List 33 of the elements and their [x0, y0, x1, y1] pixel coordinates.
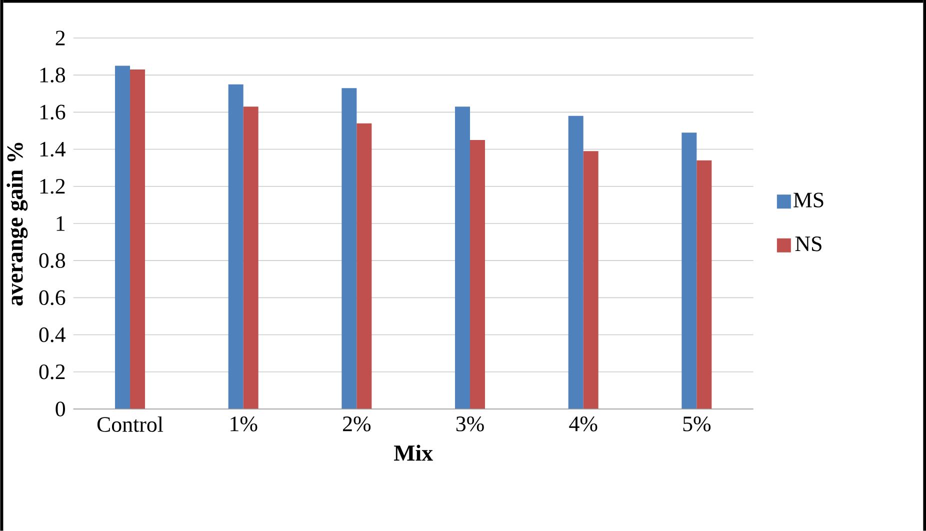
bar	[228, 84, 244, 409]
bar	[342, 88, 357, 409]
y-tick-label: 1.8	[40, 68, 66, 83]
x-axis-title: Mix	[394, 444, 433, 461]
x-tick-label: 1%	[230, 416, 258, 432]
y-tick-label: 0.2	[39, 364, 65, 380]
legend-label: MS	[794, 192, 824, 208]
bar	[115, 66, 130, 409]
bar	[455, 106, 470, 409]
bar	[583, 151, 598, 409]
bar	[696, 160, 712, 409]
y-tick-label: 0.8	[39, 253, 66, 268]
bar	[682, 132, 697, 409]
x-tick-label: Control	[97, 416, 164, 432]
y-tick-label: 0	[56, 402, 66, 416]
x-tick-label: 5%	[683, 416, 711, 432]
bar	[568, 116, 584, 409]
x-tick-label: 2%	[343, 416, 371, 432]
x-tick-label: 4%	[569, 416, 598, 432]
x-tick-label: 3%	[456, 416, 484, 432]
y-tick-label: 1	[56, 216, 65, 231]
bar	[130, 70, 146, 409]
y-tick-label: 0.4	[39, 327, 66, 342]
y-tick-label: 1.4	[40, 142, 66, 157]
y-tick-label: 2	[56, 30, 65, 46]
y-tick-label: 1.6	[40, 104, 66, 120]
bar	[356, 123, 372, 409]
legend-label: NS	[795, 236, 822, 252]
y-tick-label: 1.2	[40, 178, 65, 194]
y-tick-label: 0.6	[39, 290, 66, 306]
bar	[243, 106, 258, 409]
y-axis-title: averange gain %	[6, 142, 28, 306]
bar	[470, 140, 486, 409]
